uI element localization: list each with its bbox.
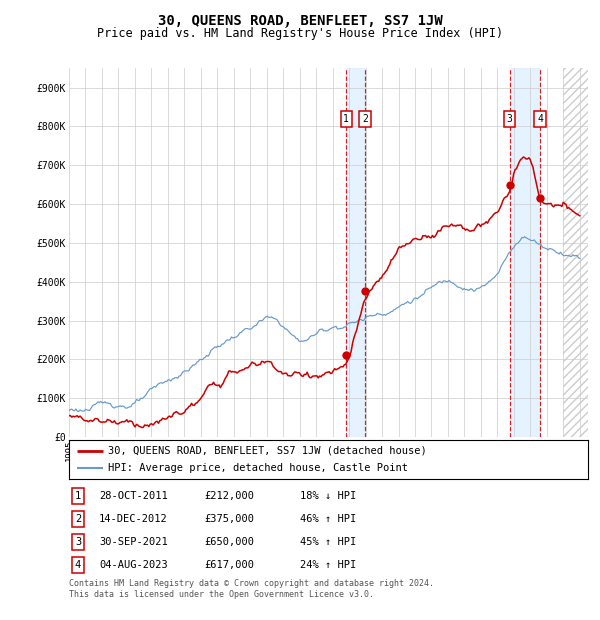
Text: 45% ↑ HPI: 45% ↑ HPI <box>300 537 356 547</box>
Text: £650,000: £650,000 <box>204 537 254 547</box>
Text: £617,000: £617,000 <box>204 560 254 570</box>
Text: 4: 4 <box>75 560 81 570</box>
Text: 30, QUEENS ROAD, BENFLEET, SS7 1JW: 30, QUEENS ROAD, BENFLEET, SS7 1JW <box>158 14 442 28</box>
Text: 3: 3 <box>75 537 81 547</box>
Bar <box>510 68 540 437</box>
Text: 18% ↓ HPI: 18% ↓ HPI <box>300 491 356 501</box>
Text: 1: 1 <box>343 114 349 124</box>
Text: 1: 1 <box>75 491 81 501</box>
Text: 30-SEP-2021: 30-SEP-2021 <box>99 537 168 547</box>
Text: Price paid vs. HM Land Registry's House Price Index (HPI): Price paid vs. HM Land Registry's House … <box>97 27 503 40</box>
Text: £212,000: £212,000 <box>204 491 254 501</box>
Text: 4: 4 <box>537 114 543 124</box>
Bar <box>563 68 588 437</box>
Text: 46% ↑ HPI: 46% ↑ HPI <box>300 514 356 524</box>
Text: 24% ↑ HPI: 24% ↑ HPI <box>300 560 356 570</box>
Text: This data is licensed under the Open Government Licence v3.0.: This data is licensed under the Open Gov… <box>69 590 374 599</box>
Text: 28-OCT-2011: 28-OCT-2011 <box>99 491 168 501</box>
Bar <box>346 68 365 437</box>
Text: 3: 3 <box>507 114 512 124</box>
Bar <box>563 68 588 437</box>
Text: 2: 2 <box>75 514 81 524</box>
Text: £375,000: £375,000 <box>204 514 254 524</box>
Text: 2: 2 <box>362 114 368 124</box>
Text: 30, QUEENS ROAD, BENFLEET, SS7 1JW (detached house): 30, QUEENS ROAD, BENFLEET, SS7 1JW (deta… <box>108 446 427 456</box>
Text: HPI: Average price, detached house, Castle Point: HPI: Average price, detached house, Cast… <box>108 463 408 473</box>
Text: Contains HM Land Registry data © Crown copyright and database right 2024.: Contains HM Land Registry data © Crown c… <box>69 578 434 588</box>
Text: 04-AUG-2023: 04-AUG-2023 <box>99 560 168 570</box>
Text: 14-DEC-2012: 14-DEC-2012 <box>99 514 168 524</box>
